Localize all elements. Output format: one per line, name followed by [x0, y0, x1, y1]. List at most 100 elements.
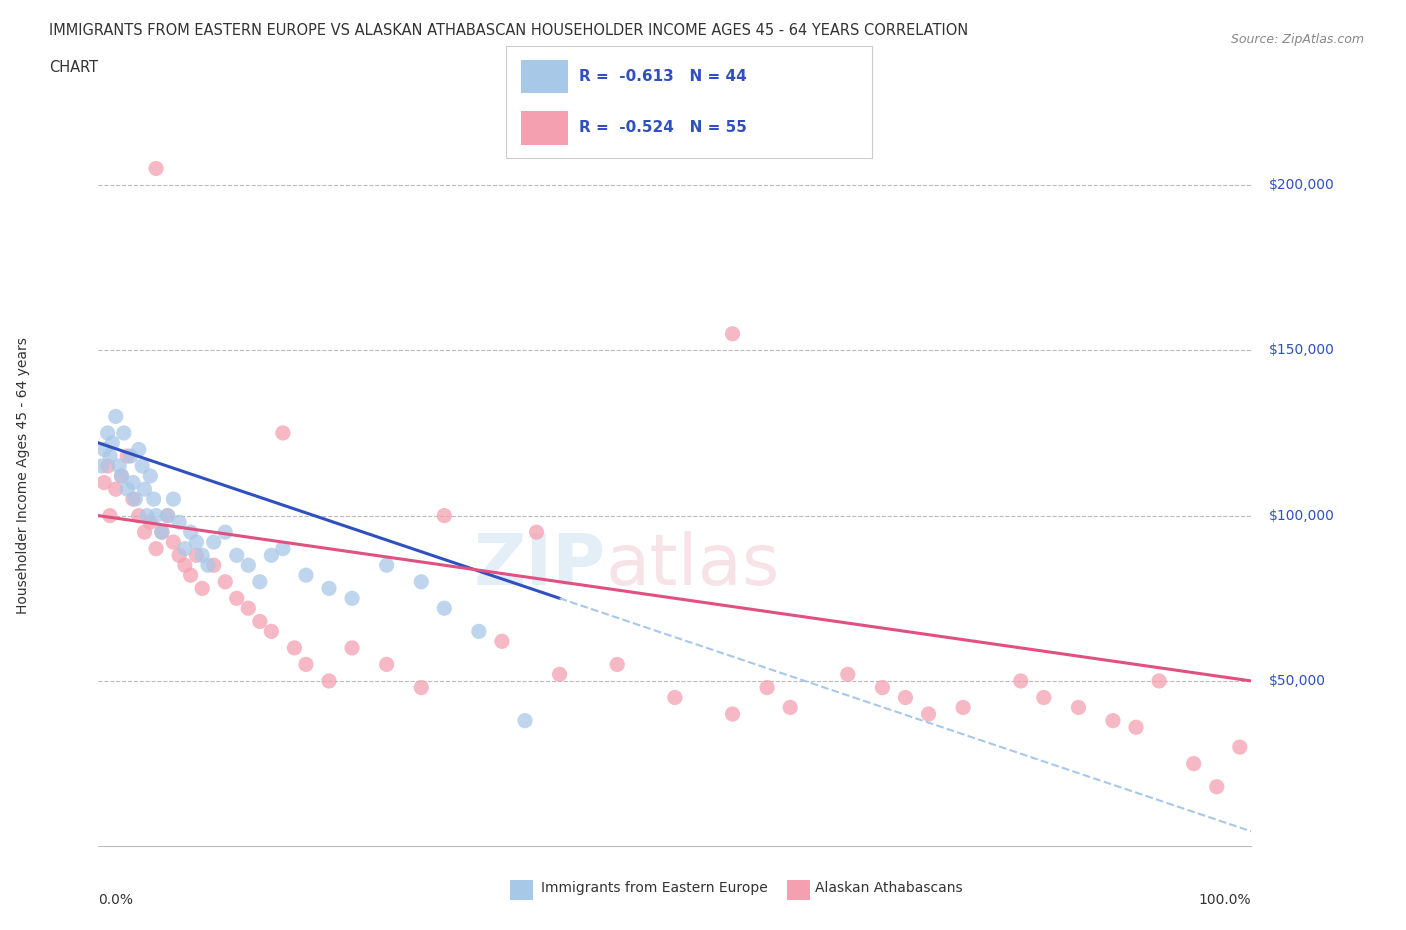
- Point: [97, 458, 120, 473]
- Point: [340, 641, 363, 656]
- Text: $100,000: $100,000: [1268, 509, 1334, 523]
- Point: [340, 591, 363, 605]
- Point: [191, 581, 214, 596]
- Point: [145, 508, 167, 523]
- Point: [167, 515, 190, 530]
- Point: [756, 680, 779, 695]
- Point: [917, 707, 939, 722]
- Point: [664, 690, 686, 705]
- Point: [375, 657, 398, 671]
- Point: [238, 601, 260, 616]
- Point: [1205, 779, 1227, 794]
- Point: [779, 700, 801, 715]
- Point: [411, 680, 433, 695]
- Point: [197, 558, 219, 573]
- Point: [90, 458, 112, 473]
- Point: [295, 567, 318, 582]
- Point: [112, 426, 135, 441]
- Point: [411, 575, 433, 590]
- Point: [117, 482, 139, 497]
- Point: [145, 541, 167, 556]
- Point: [295, 657, 318, 671]
- Point: [134, 525, 156, 539]
- Point: [128, 508, 150, 523]
- Point: [952, 700, 974, 715]
- Point: [214, 525, 236, 539]
- Point: [548, 667, 571, 682]
- Point: [1147, 673, 1170, 688]
- Point: [249, 575, 271, 590]
- Point: [283, 641, 305, 656]
- Point: [93, 475, 115, 490]
- Text: ZIP: ZIP: [474, 531, 606, 600]
- Point: [110, 469, 132, 484]
- Point: [104, 482, 127, 497]
- Point: [122, 492, 145, 507]
- Point: [721, 326, 744, 341]
- Point: [513, 713, 536, 728]
- Point: [101, 435, 124, 450]
- Point: [238, 558, 260, 573]
- Text: atlas: atlas: [606, 531, 780, 600]
- Point: [124, 492, 146, 507]
- Point: [318, 581, 340, 596]
- Point: [131, 458, 153, 473]
- Point: [120, 448, 142, 463]
- Point: [260, 624, 283, 639]
- Point: [108, 458, 131, 473]
- Point: [191, 548, 214, 563]
- Text: IMMIGRANTS FROM EASTERN EUROPE VS ALASKAN ATHABASCAN HOUSEHOLDER INCOME AGES 45 : IMMIGRANTS FROM EASTERN EUROPE VS ALASKA…: [49, 23, 969, 38]
- Point: [1010, 673, 1032, 688]
- Point: [139, 515, 162, 530]
- Point: [433, 508, 456, 523]
- Point: [318, 673, 340, 688]
- Point: [174, 541, 197, 556]
- Point: [162, 535, 184, 550]
- Text: 100.0%: 100.0%: [1199, 893, 1251, 907]
- Text: $200,000: $200,000: [1268, 178, 1334, 192]
- Point: [122, 475, 145, 490]
- Point: [468, 624, 491, 639]
- Point: [104, 409, 127, 424]
- Bar: [520, 112, 568, 145]
- Text: R =  -0.613   N = 44: R = -0.613 N = 44: [579, 69, 747, 84]
- Point: [872, 680, 894, 695]
- Point: [128, 442, 150, 457]
- Point: [98, 448, 121, 463]
- Text: CHART: CHART: [49, 60, 98, 75]
- Point: [894, 690, 917, 705]
- Point: [1229, 739, 1251, 754]
- Point: [433, 601, 456, 616]
- Point: [271, 541, 294, 556]
- Bar: [520, 60, 568, 93]
- Point: [202, 558, 225, 573]
- Point: [110, 469, 132, 484]
- Point: [150, 525, 173, 539]
- Point: [156, 508, 179, 523]
- Point: [491, 634, 513, 649]
- Point: [139, 469, 162, 484]
- Point: [1032, 690, 1054, 705]
- Point: [1182, 756, 1205, 771]
- Point: [162, 492, 184, 507]
- Point: [180, 525, 202, 539]
- Text: R =  -0.524   N = 55: R = -0.524 N = 55: [579, 121, 747, 136]
- Text: $150,000: $150,000: [1268, 343, 1334, 357]
- Point: [271, 426, 294, 441]
- Point: [1102, 713, 1125, 728]
- Point: [142, 492, 165, 507]
- Point: [186, 535, 208, 550]
- Point: [150, 525, 173, 539]
- Point: [135, 508, 157, 523]
- Point: [93, 442, 115, 457]
- Point: [98, 508, 121, 523]
- Text: Householder Income Ages 45 - 64 years: Householder Income Ages 45 - 64 years: [17, 338, 31, 615]
- Point: [249, 614, 271, 629]
- Point: [202, 535, 225, 550]
- Point: [145, 161, 167, 176]
- Point: [1125, 720, 1147, 735]
- Point: [156, 508, 179, 523]
- Point: [375, 558, 398, 573]
- Point: [225, 591, 247, 605]
- Text: Immigrants from Eastern Europe: Immigrants from Eastern Europe: [541, 881, 768, 896]
